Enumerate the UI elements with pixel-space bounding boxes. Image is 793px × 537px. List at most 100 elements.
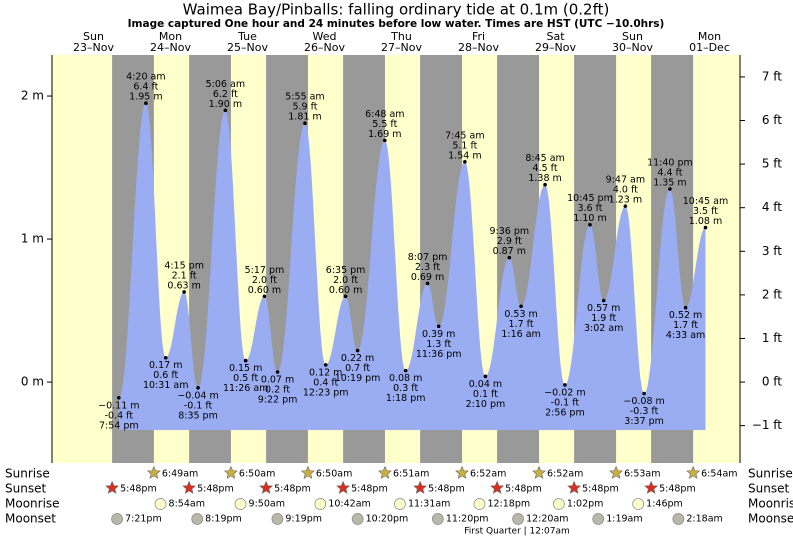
tide-feet: 2.0 ft — [252, 275, 277, 286]
tide-time: 2:56 pm — [545, 407, 585, 418]
day-weekday: Sat — [546, 30, 565, 43]
moonrise-time: 11:31am — [408, 499, 450, 510]
moonrise-time: 1:46pm — [646, 499, 683, 510]
y2-tick-label: 2 ft — [762, 287, 782, 301]
tide-time: 4:15 pm — [164, 260, 204, 271]
moonrise-icon — [552, 498, 565, 510]
y2-tick-label: 5 ft — [762, 157, 782, 171]
sunset-icon — [259, 480, 274, 494]
tide-meters: 1.95 m — [129, 92, 162, 103]
day-weekday: Thu — [390, 30, 412, 43]
day-date: 25–Nov — [227, 41, 268, 54]
tide-meters: 1.10 m — [573, 213, 606, 224]
tide-point — [588, 222, 592, 227]
y2-tick-label: 6 ft — [762, 113, 782, 127]
moonrise-icon — [632, 498, 645, 510]
tide-point — [163, 355, 168, 360]
day-weekday: Mon — [159, 30, 182, 43]
y2-tick-label: 1 ft — [762, 331, 782, 345]
day-weekday: Sun — [83, 30, 104, 43]
tide-feet: 3.6 ft — [577, 203, 602, 214]
y2-tick-label: 4 ft — [762, 200, 782, 214]
tide-feet: 5.5 ft — [372, 119, 397, 130]
tide-point — [642, 391, 646, 396]
tide-meters: 1.54 m — [448, 150, 481, 161]
tide-feet: 6.4 ft — [133, 82, 158, 93]
tide-time: 10:31 am — [143, 380, 188, 391]
tide-point — [436, 324, 441, 329]
moonrise-time: 1:02pm — [567, 499, 604, 510]
moonrise-time: 12:18pm — [487, 499, 530, 510]
tide-point — [463, 160, 467, 164]
chart-subtitle: Image captured One hour and 24 minutes b… — [128, 18, 665, 30]
row-label-left: Moonrise — [5, 497, 60, 511]
day-date: 29–Nov — [535, 41, 576, 54]
tide-point — [668, 187, 672, 191]
tide-point — [275, 370, 280, 374]
tide-feet: 0.1 ft — [473, 389, 498, 400]
tide-point — [223, 108, 228, 113]
sunrise-icon — [300, 465, 315, 479]
tide-point — [323, 363, 328, 367]
tide-feet: -0.3 ft — [630, 406, 659, 417]
sunrise-icon — [378, 465, 392, 479]
tide-time: 4:33 am — [666, 330, 705, 341]
moonset-time: 11:20pm — [446, 514, 489, 525]
tide-meters: 0.04 m — [469, 379, 502, 390]
sunrise-time: 6:49am — [162, 469, 198, 480]
tide-feet: -0.1 ft — [184, 400, 213, 411]
tide-time: 9:22 pm — [258, 395, 298, 406]
tide-meters: 0.08 m — [389, 373, 422, 384]
tide-feet: 4.0 ft — [613, 185, 638, 196]
tide-meters: 1.08 m — [689, 216, 722, 227]
tide-point — [262, 294, 267, 299]
sunset-icon — [490, 480, 505, 494]
day-date: 30–Nov — [612, 41, 653, 54]
y-tick-label: 0 m — [21, 375, 44, 389]
tide-feet: 1.7 ft — [509, 319, 534, 330]
tide-feet: 4.5 ft — [533, 163, 558, 174]
sunset-icon — [105, 480, 120, 494]
sunset-time: 5:48pm — [505, 484, 542, 495]
row-label-right: Sunrise — [748, 467, 793, 481]
sunrise-time: 6:50am — [239, 469, 275, 480]
day-date: 23–Nov — [73, 41, 114, 54]
sunrise-icon — [686, 465, 701, 479]
tide-time: 6:48 am — [365, 109, 404, 120]
tide-time: 8:07 pm — [408, 252, 448, 263]
tide-meters: 0.07 m — [261, 375, 294, 386]
tide-feet: 5.1 ft — [452, 140, 477, 151]
day-date: 27–Nov — [381, 41, 422, 54]
tide-feet: 1.9 ft — [591, 313, 616, 324]
tide-time: 3:37 pm — [624, 416, 664, 427]
tide-point — [144, 101, 148, 105]
chart-title: Waimea Bay/Pinballs: falling ordinary ti… — [183, 1, 610, 19]
moonset-time: 10:20pm — [366, 514, 409, 525]
moonrise-time: 10:42am — [328, 499, 370, 510]
y2-tick-label: 3 ft — [762, 244, 782, 258]
tide-meters: 0.60 m — [329, 285, 362, 296]
tide-point — [601, 298, 606, 303]
tide-meters: −0.02 m — [544, 387, 585, 398]
moonset-icon — [351, 513, 364, 525]
tide-feet: 0.7 ft — [345, 363, 370, 374]
moonrise-time: 9:50am — [249, 499, 285, 510]
tide-point — [563, 383, 567, 387]
sunrise-time: 6:53am — [624, 469, 660, 480]
moonset-icon — [512, 513, 524, 525]
moonset-time: 2:18am — [686, 514, 722, 525]
tide-point — [303, 121, 307, 126]
tide-feet: 1.7 ft — [673, 320, 698, 331]
row-label-left: Sunrise — [5, 467, 50, 481]
sunset-time: 5:48pm — [197, 484, 234, 495]
tide-feet: 2.0 ft — [333, 275, 358, 286]
moonset-time: 12:20am — [526, 514, 568, 525]
tide-point — [623, 204, 628, 208]
tide-time: 6:35 pm — [326, 265, 366, 276]
tide-time: 8:35 pm — [178, 410, 218, 421]
moonset-icon — [111, 513, 123, 525]
tide-point — [182, 290, 186, 294]
day-weekday: Sun — [622, 30, 643, 43]
tide-meters: −0.04 m — [177, 390, 218, 401]
tide-feet: 0.6 ft — [153, 370, 178, 381]
